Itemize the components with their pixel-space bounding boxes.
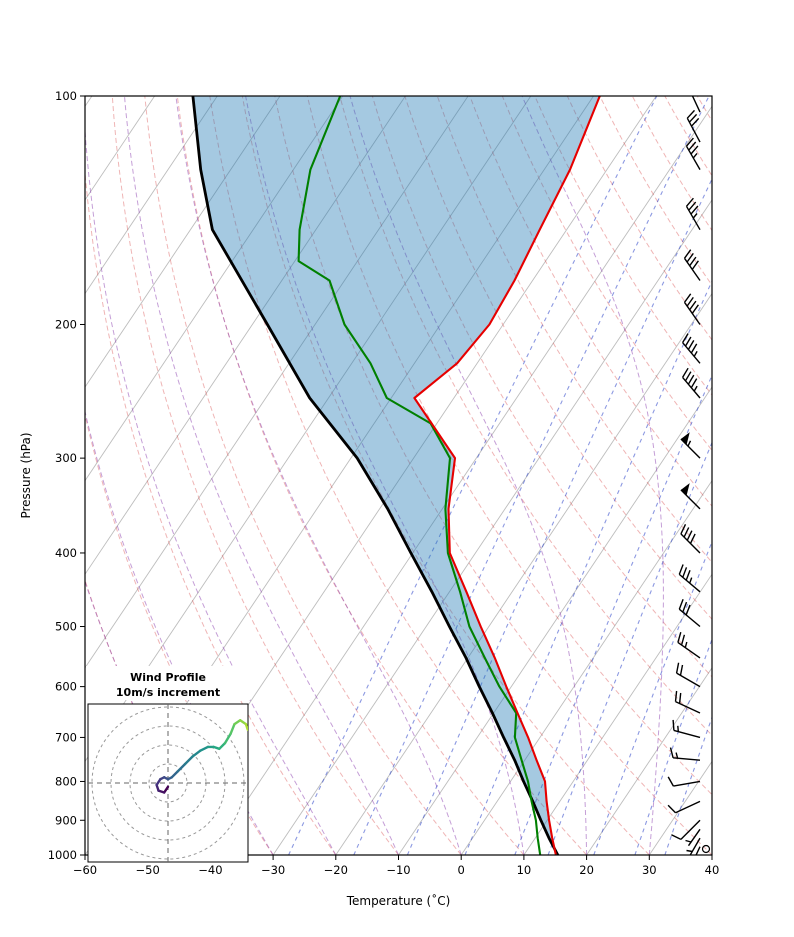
y-tick-label: 1000 (48, 848, 77, 862)
wind-barb (683, 249, 701, 281)
wind-barb (681, 367, 701, 399)
wind-barb (672, 719, 701, 739)
y-tick-label: 800 (55, 774, 77, 788)
temperature-profile-line (413, 96, 601, 855)
hodograph-trace (155, 719, 248, 794)
x-tick-label: 40 (705, 863, 720, 877)
wind-barb (678, 599, 701, 628)
y-tick-label: 500 (55, 620, 77, 634)
dewpoint-profile-line (297, 96, 542, 855)
x-tick-label: 20 (579, 863, 594, 877)
y-tick-label: 900 (55, 813, 77, 827)
hodograph-title-bg (86, 666, 250, 700)
wind-barb (695, 846, 701, 855)
wind-barb (686, 837, 701, 855)
x-tick-label: −20 (324, 863, 348, 877)
hodograph-inset: Wind Profile 10m/s increment (87, 671, 249, 863)
wind-barb (671, 819, 701, 841)
x-tick-label: −50 (136, 863, 160, 877)
wind-barb (680, 483, 701, 510)
wind-barb (691, 96, 701, 113)
y-tick-label: 400 (55, 546, 77, 560)
axes: −60 −50 −40 −30 −20 −10 0 10 20 30 40 100 200 300 400 5… (19, 89, 719, 908)
wind-barb (685, 137, 701, 170)
x-tick-label: −30 (261, 863, 285, 877)
x-tick-label: 30 (642, 863, 657, 877)
wind-barb (677, 632, 701, 659)
wind-barbs (667, 96, 711, 855)
mixing-ratio-lines (288, 96, 712, 855)
dry-adiabat-lines (85, 96, 712, 855)
x-tick-label: −10 (386, 863, 410, 877)
wind-barb (686, 109, 701, 143)
wind-barb (683, 293, 701, 325)
x-tick-label: 10 (517, 863, 532, 877)
y-tick-label: 600 (55, 680, 77, 694)
wind-barb (682, 333, 701, 364)
wind-barb (678, 564, 701, 593)
cin-shading (192, 96, 600, 855)
wind-barb (667, 776, 701, 787)
wind-barb (680, 432, 701, 459)
hodograph-subtitle: 10m/s increment (116, 686, 220, 699)
x-tick-label: −60 (73, 863, 97, 877)
y-tick-label: 700 (55, 730, 77, 744)
x-axis-label: Temperature (˚C) (346, 893, 451, 908)
hodograph-title: Wind Profile (130, 671, 206, 684)
wind-barb (685, 828, 701, 847)
calm-wind-circle (701, 844, 711, 854)
y-axis-label: Pressure (hPa) (19, 432, 33, 518)
hodograph-box (87, 703, 249, 863)
wind-barb (667, 800, 701, 814)
wind-barb (669, 747, 701, 761)
x-tick-label: −40 (198, 863, 222, 877)
y-tick-label: 100 (55, 89, 77, 103)
wind-barb (674, 690, 701, 714)
y-tick-label: 200 (55, 317, 77, 331)
y-tick-label: 300 (55, 451, 77, 465)
wind-barb (685, 197, 701, 231)
x-tick-label: 0 (458, 863, 465, 877)
wind-barb (680, 523, 701, 554)
wind-barb (675, 662, 701, 688)
wind-barb (701, 844, 711, 854)
